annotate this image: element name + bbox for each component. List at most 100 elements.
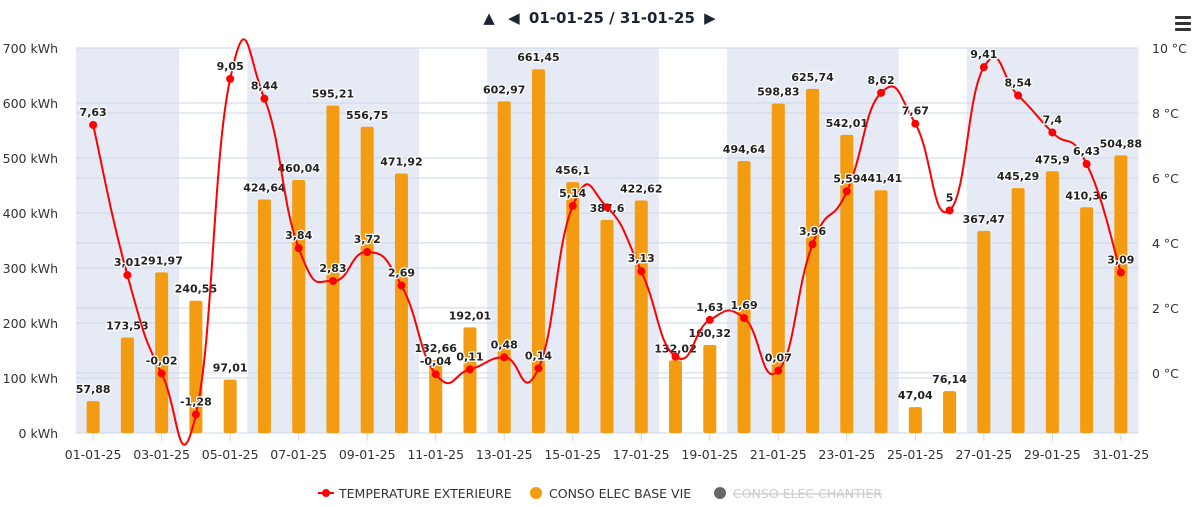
bar-data-label: 598,83 bbox=[757, 86, 799, 99]
temperature-data-label: 8,44 bbox=[251, 80, 278, 93]
temperature-point bbox=[637, 267, 646, 276]
bar bbox=[531, 69, 545, 433]
bar bbox=[223, 379, 237, 433]
date-navigator: ▲ ◀ 01-01-25 / 31-01-25 ▶ bbox=[0, 8, 1199, 27]
temperature-data-label: 3,96 bbox=[799, 225, 826, 238]
bar-data-label: 291,97 bbox=[140, 254, 182, 267]
legend-item-conso-base-vie[interactable]: CONSO ELEC BASE VIE bbox=[549, 486, 691, 501]
temperature-point bbox=[808, 240, 817, 249]
x-tick-label: 21-01-25 bbox=[750, 447, 807, 462]
bar bbox=[737, 160, 751, 433]
bar bbox=[1045, 171, 1059, 433]
temperature-data-label: 3,13 bbox=[628, 252, 655, 265]
temperature-point bbox=[123, 271, 132, 280]
hamburger-menu-icon[interactable] bbox=[1175, 16, 1191, 34]
legend-item-temperature[interactable]: TEMPERATURE EXTERIEURE bbox=[338, 486, 512, 501]
bar bbox=[943, 391, 957, 433]
bar-data-label: 57,88 bbox=[76, 383, 111, 396]
x-tick-label: 31-01-25 bbox=[1092, 447, 1149, 462]
bar bbox=[155, 272, 169, 433]
y-left-tick-label: 100 kWh bbox=[3, 371, 58, 386]
temperature-point bbox=[1014, 91, 1023, 100]
x-tick-label: 11-01-25 bbox=[407, 447, 464, 462]
bar bbox=[257, 199, 271, 433]
temperature-point bbox=[328, 276, 337, 285]
temperature-point bbox=[465, 365, 474, 374]
y-right-tick-label: 6 °C bbox=[1152, 171, 1179, 186]
bar-data-label: 192,01 bbox=[449, 309, 491, 322]
x-tick-label: 07-01-25 bbox=[270, 447, 327, 462]
x-tick-label: 01-01-25 bbox=[65, 447, 122, 462]
y-left-tick-label: 0 kWh bbox=[19, 426, 58, 441]
y-right-tick-label: 0 °C bbox=[1152, 366, 1179, 381]
triangle-left-icon[interactable]: ◀ bbox=[508, 8, 520, 27]
y-right-tick-label: 10 °C bbox=[1152, 41, 1187, 56]
bar bbox=[566, 182, 580, 433]
y-left-tick-label: 400 kWh bbox=[3, 206, 58, 221]
bar-data-label: 456,1 bbox=[555, 164, 590, 177]
temperature-data-label: 3,09 bbox=[1107, 254, 1134, 267]
temperature-data-label: 0,48 bbox=[491, 338, 518, 351]
temperature-data-label: 9,41 bbox=[970, 48, 997, 61]
y-left-tick-label: 600 kWh bbox=[3, 96, 58, 111]
temperature-data-label: 3,01 bbox=[114, 256, 141, 269]
temperature-data-label: 1,63 bbox=[696, 301, 723, 314]
x-tick-label: 27-01-25 bbox=[955, 447, 1012, 462]
bar bbox=[634, 200, 648, 433]
bar-data-label: 132,02 bbox=[654, 342, 696, 355]
bar-data-label: 494,64 bbox=[723, 143, 766, 156]
legend-conso-base-symbol bbox=[530, 487, 542, 499]
temperature-point bbox=[705, 315, 714, 324]
bar bbox=[600, 219, 614, 433]
temperature-data-label: 0,07 bbox=[765, 352, 792, 365]
temperature-point bbox=[671, 352, 680, 361]
temperature-data-label: 1,69 bbox=[730, 299, 757, 312]
bar-data-label: 422,62 bbox=[620, 183, 662, 196]
temperature-data-label: 3,84 bbox=[285, 229, 312, 242]
bar-data-label: 441,41 bbox=[860, 172, 902, 185]
temperature-point bbox=[1082, 159, 1091, 168]
bar-data-label: 625,74 bbox=[791, 71, 834, 84]
temperature-point bbox=[363, 248, 372, 257]
x-tick-label: 23-01-25 bbox=[818, 447, 875, 462]
temperature-point bbox=[226, 74, 235, 83]
temperature-point bbox=[1048, 128, 1057, 137]
x-tick-label: 15-01-25 bbox=[544, 447, 601, 462]
temperature-data-label: -0,04 bbox=[420, 355, 452, 368]
temperature-point bbox=[842, 187, 851, 196]
x-tick-label: 03-01-25 bbox=[133, 447, 190, 462]
bar-data-label: 445,29 bbox=[997, 170, 1039, 183]
bar-data-label: 160,32 bbox=[689, 327, 731, 340]
bar bbox=[1080, 207, 1094, 433]
bar bbox=[669, 360, 683, 433]
bar bbox=[908, 407, 922, 433]
bar-data-label: 240,55 bbox=[175, 283, 217, 296]
y-right-tick-label: 2 °C bbox=[1152, 301, 1179, 316]
y-left-tick-label: 300 kWh bbox=[3, 261, 58, 276]
y-right-tick-label: 8 °C bbox=[1152, 106, 1179, 121]
triangle-up-icon[interactable]: ▲ bbox=[483, 8, 495, 27]
x-tick-label: 25-01-25 bbox=[887, 447, 944, 462]
temperature-data-label: 5,59 bbox=[833, 172, 860, 185]
bar bbox=[292, 179, 306, 433]
x-tick-label: 09-01-25 bbox=[339, 447, 396, 462]
temperature-data-label: -0,02 bbox=[146, 355, 178, 368]
temperature-point bbox=[1116, 268, 1125, 277]
bar-data-label: 47,04 bbox=[898, 389, 933, 402]
bar-data-label: 424,64 bbox=[243, 181, 286, 194]
temperature-point bbox=[191, 410, 200, 419]
bar-data-label: 661,45 bbox=[517, 51, 559, 64]
temperature-point bbox=[877, 88, 886, 97]
bar bbox=[703, 344, 717, 433]
temperature-point bbox=[431, 370, 440, 379]
y-left-tick-label: 200 kWh bbox=[3, 316, 58, 331]
bar bbox=[1011, 188, 1025, 433]
bar-data-label: 602,97 bbox=[483, 83, 525, 96]
weekday-band bbox=[76, 48, 111, 433]
triangle-right-icon[interactable]: ▶ bbox=[704, 8, 716, 27]
temperature-point bbox=[568, 201, 577, 210]
bar bbox=[874, 190, 888, 433]
bar bbox=[840, 134, 854, 433]
legend-item-conso-chantier[interactable]: CONSO ELEC CHANTIER bbox=[733, 486, 882, 501]
